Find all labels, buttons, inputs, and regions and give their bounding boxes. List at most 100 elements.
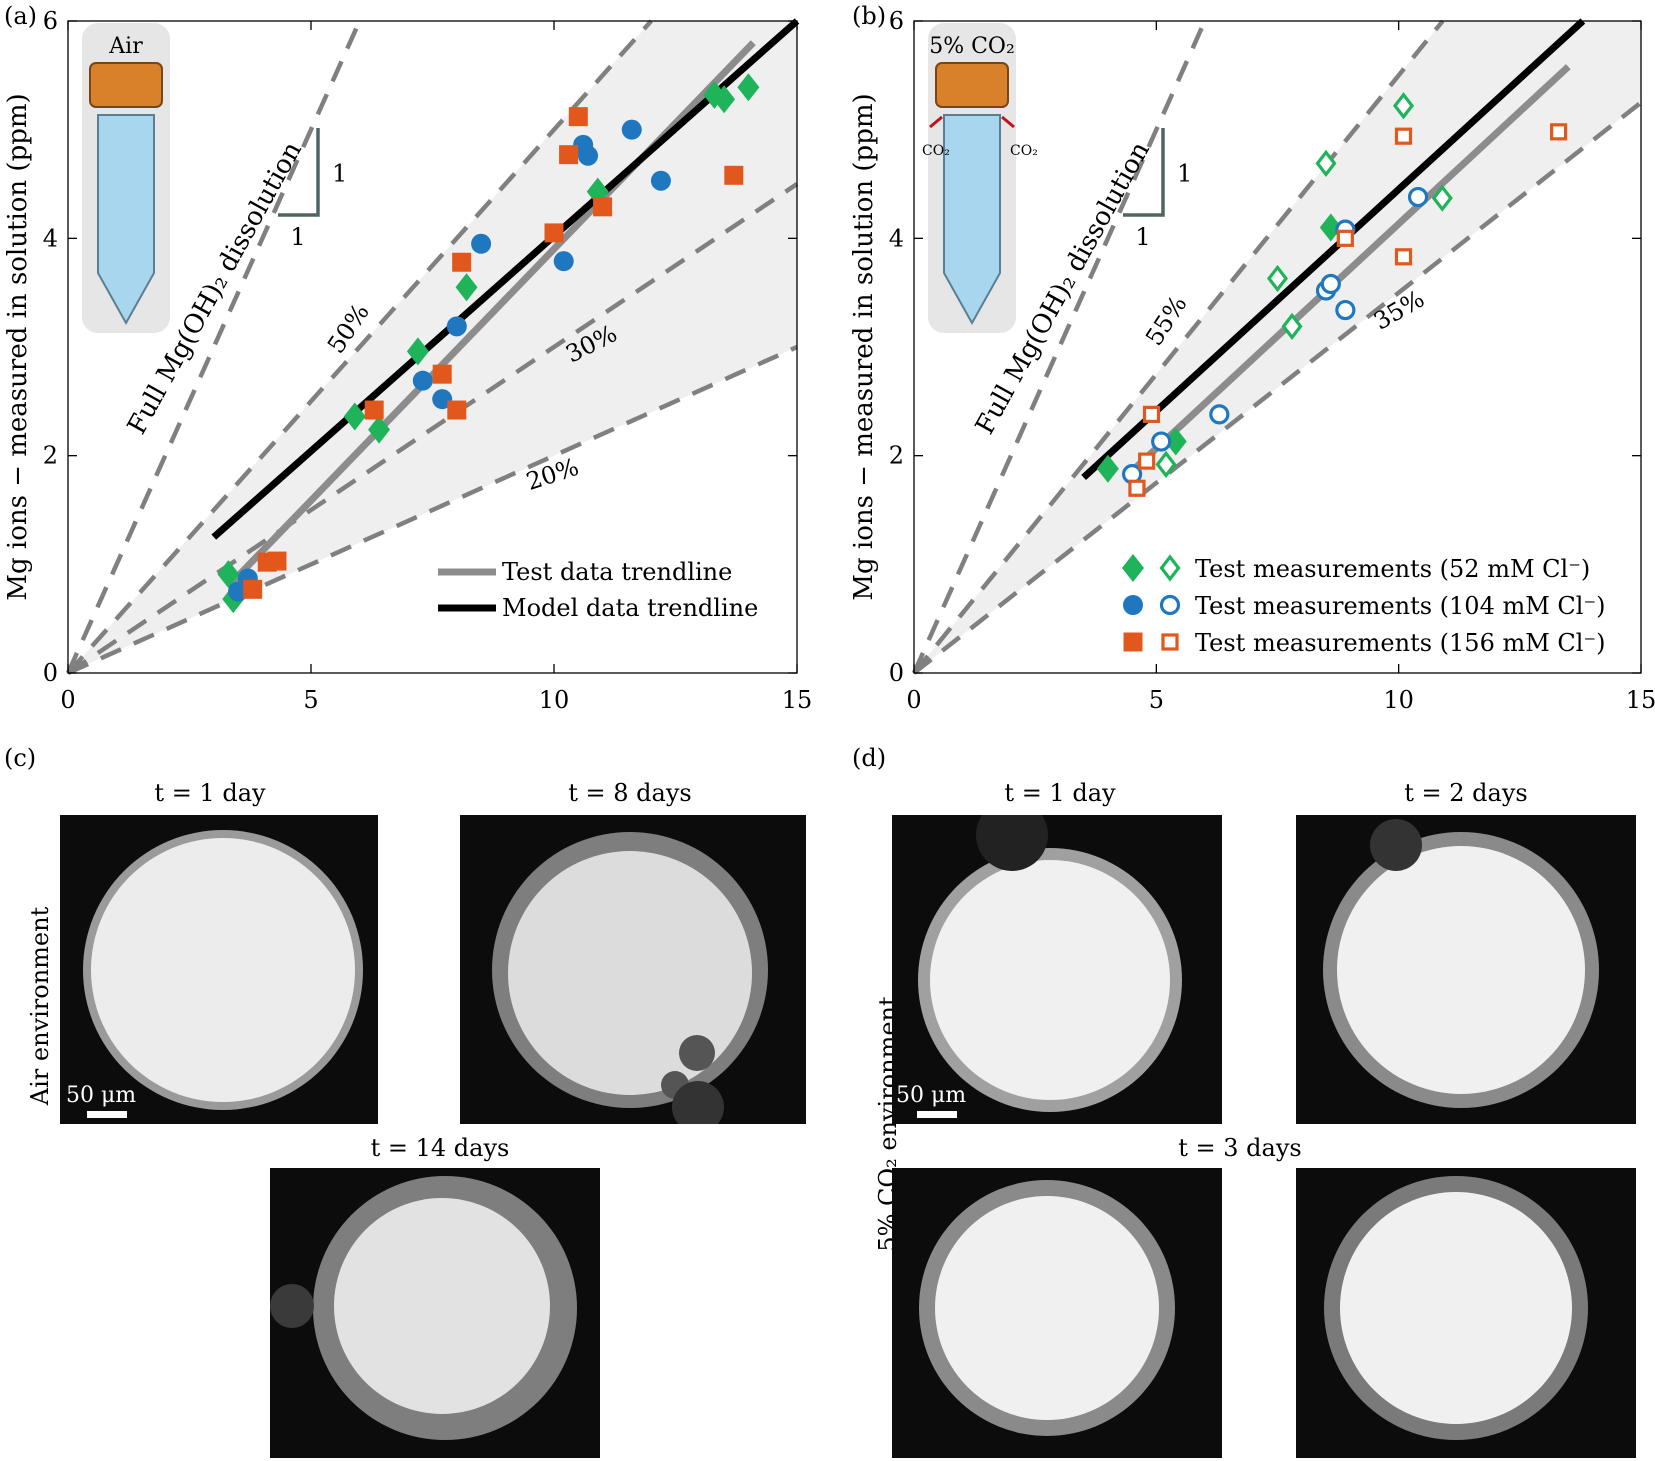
data-point	[1394, 127, 1413, 145]
data-point	[568, 107, 588, 127]
data-point	[1407, 186, 1429, 208]
data-point	[406, 337, 429, 366]
data-point	[412, 370, 433, 391]
data-point	[447, 400, 467, 420]
legend-marker-open	[1159, 594, 1181, 616]
x-tick-label: 0	[906, 686, 921, 710]
y-tick-label: 0	[889, 659, 904, 687]
data-point	[1392, 92, 1415, 120]
data-point	[1138, 452, 1156, 470]
data-point	[713, 85, 736, 114]
sem-image-co2-day3b	[1296, 1168, 1636, 1458]
data-point	[343, 402, 366, 431]
test-trendline	[1129, 64, 1571, 474]
reference-line	[67, 344, 798, 676]
inset-label: 5% CO₂	[929, 34, 1015, 59]
data-point	[724, 165, 744, 185]
x-tick-label: 15	[1626, 686, 1655, 710]
slope-rise-label: 1	[332, 160, 347, 188]
legend-text: Test measurements (52 mM Cl⁻)	[1195, 555, 1590, 583]
reference-line	[911, 20, 1207, 674]
data-point	[452, 252, 472, 272]
data-point	[1319, 213, 1342, 242]
sem-image-air-day14	[270, 1168, 600, 1458]
co2-arrow-icon	[929, 115, 943, 129]
data-point	[432, 364, 452, 384]
sem-image-air-day8	[460, 815, 806, 1124]
data-point	[1266, 264, 1289, 293]
tube-body-icon	[943, 114, 1001, 326]
shaded-region	[914, 21, 1641, 673]
data-point	[737, 73, 760, 102]
x-tick-label: 10	[539, 686, 570, 710]
legend-marker-open	[1161, 633, 1179, 651]
data-point	[364, 400, 384, 420]
data-point	[1209, 404, 1230, 425]
model-trendline	[1081, 18, 1586, 480]
y-axis-label: Mg ions − measured in solution (ppm)	[849, 93, 879, 600]
y-tick-label: 2	[43, 442, 58, 470]
sem-c-title-t1: t = 1 day	[154, 779, 266, 807]
data-point	[544, 223, 564, 243]
data-point	[446, 316, 467, 337]
data-point	[1281, 312, 1303, 340]
co2-arrow-icon	[1001, 115, 1015, 129]
x-tick-label: 5	[1149, 686, 1164, 710]
sem-image-co2-day3a	[892, 1168, 1222, 1458]
sem-c-title-t8: t = 8 days	[568, 779, 692, 807]
data-point	[593, 197, 613, 217]
slope-triangle	[278, 128, 320, 217]
data-point	[1096, 454, 1119, 483]
air-environment-label: Air environment	[26, 906, 54, 1106]
reference-line	[912, 19, 1445, 675]
scale-bar-text: 50 μm	[66, 1083, 137, 1108]
y-axis-label: Mg ions − measured in solution (ppm)	[3, 93, 33, 600]
data-point	[1315, 149, 1337, 177]
data-point	[559, 145, 579, 165]
plot-frame	[913, 20, 1642, 674]
data-point	[578, 145, 599, 166]
co2-arrow-label-left: CO₂	[922, 143, 950, 159]
data-point	[1151, 431, 1172, 452]
data-point	[471, 233, 492, 254]
sem-c-title-t14: t = 14 days	[370, 1134, 510, 1162]
sem-d-title-t2: t = 2 days	[1404, 779, 1528, 807]
data-point	[368, 415, 391, 444]
legend-text: Model data trendline	[502, 594, 758, 622]
data-point	[455, 273, 478, 302]
legend-marker-filled	[1123, 595, 1143, 615]
scale-bar	[87, 1111, 127, 1118]
slope-run-label: 1	[290, 223, 305, 251]
data-point	[1164, 427, 1187, 456]
legend-text: Test measurements (156 mM Cl⁻)	[1195, 629, 1606, 657]
scale-bar-text: 50 μm	[896, 1083, 967, 1108]
tube-cap-icon	[89, 62, 163, 108]
slope-triangle	[1123, 128, 1165, 217]
panel-label-d: (d)	[852, 744, 887, 772]
plot-frame	[67, 20, 798, 674]
data-point	[1336, 229, 1354, 247]
y-tick-label: 4	[43, 224, 58, 252]
data-point	[621, 119, 642, 140]
sem-d-title-t3: t = 3 days	[1178, 1134, 1302, 1162]
y-tick-label: 4	[889, 224, 904, 252]
data-point	[1394, 248, 1413, 266]
data-point	[1320, 273, 1341, 295]
data-point	[1142, 405, 1161, 423]
legend-marker-open	[1159, 554, 1181, 582]
data-point	[267, 551, 287, 571]
panel-label-c: (c)	[4, 744, 37, 772]
legend-text: Test measurements (104 mM Cl⁻)	[1195, 592, 1606, 620]
x-tick-label: 10	[1383, 686, 1414, 710]
data-point	[1128, 479, 1146, 497]
y-tick-label: 0	[43, 659, 58, 687]
y-tick-label: 6	[889, 7, 904, 35]
data-point	[217, 560, 240, 589]
sem-image-co2-day2	[1296, 815, 1636, 1124]
charts-figure: Full Mg(OH)₂ dissolution 50% 30%20%0 5 10 150…	[3, 7, 1655, 710]
legend-marker-filled	[1122, 554, 1144, 582]
model-trendline	[211, 18, 800, 540]
data-point	[1431, 184, 1453, 212]
data-point	[1335, 299, 1356, 321]
